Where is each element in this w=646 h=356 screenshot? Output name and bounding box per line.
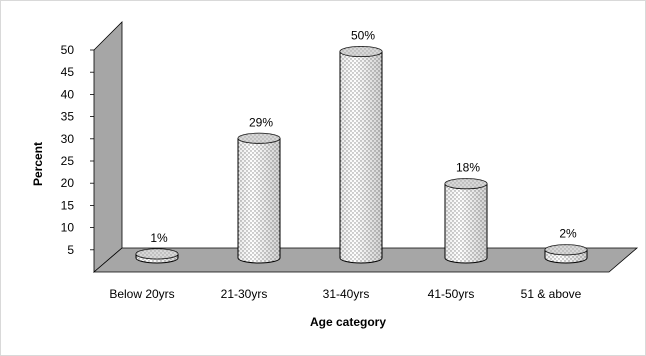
y-tick-label: 35 [61,110,75,124]
data-label-31-40yrs: 50% [351,29,375,43]
data-label-below-20yrs: 1% [150,231,168,245]
bar-top-texture [340,46,382,57]
bar-shading [238,138,280,263]
y-tick-label: 5 [67,243,74,257]
data-label-51-above: 2% [559,227,577,241]
y-tick-label: 40 [61,87,75,101]
data-label-41-50yrs: 18% [456,161,480,175]
y-tick-label: 20 [61,176,75,190]
bar-shading [445,183,487,263]
bar-below-20yrs [135,248,179,264]
bar-shading [340,51,382,263]
x-tick-label-31-40yrs: 31-40yrs [323,287,370,301]
bar-top-texture [445,178,487,189]
back-wall [93,21,123,273]
y-tick-label: 45 [61,65,75,79]
bar-top-texture [545,244,587,255]
bar-21-30yrs [237,132,281,264]
bar-51-above [544,244,588,264]
x-tick-label-41-50yrs: 41-50yrs [428,287,475,301]
bar-shading [136,253,178,263]
y-tick-label: 15 [61,198,75,212]
bar-31-40yrs [339,46,383,264]
x-axis-title: Age category [310,315,386,329]
bar-41-50yrs [444,178,488,264]
bar-shading [545,249,587,263]
data-label-21-30yrs: 29% [249,115,273,129]
y-axis-title: Percent [31,142,45,186]
x-tick-label-51-above: 51 & above [521,287,582,301]
x-tick-label-21-30yrs: 21-30yrs [221,287,268,301]
y-tick-label: 30 [61,132,75,146]
y-tick-label: 50 [61,43,75,57]
x-tick-label-below-20yrs: Below 20yrs [109,287,174,301]
y-tick-label: 25 [61,154,75,168]
bar-top-texture [136,248,178,259]
y-tick-label: 10 [61,221,75,235]
bar-top-texture [238,133,280,144]
